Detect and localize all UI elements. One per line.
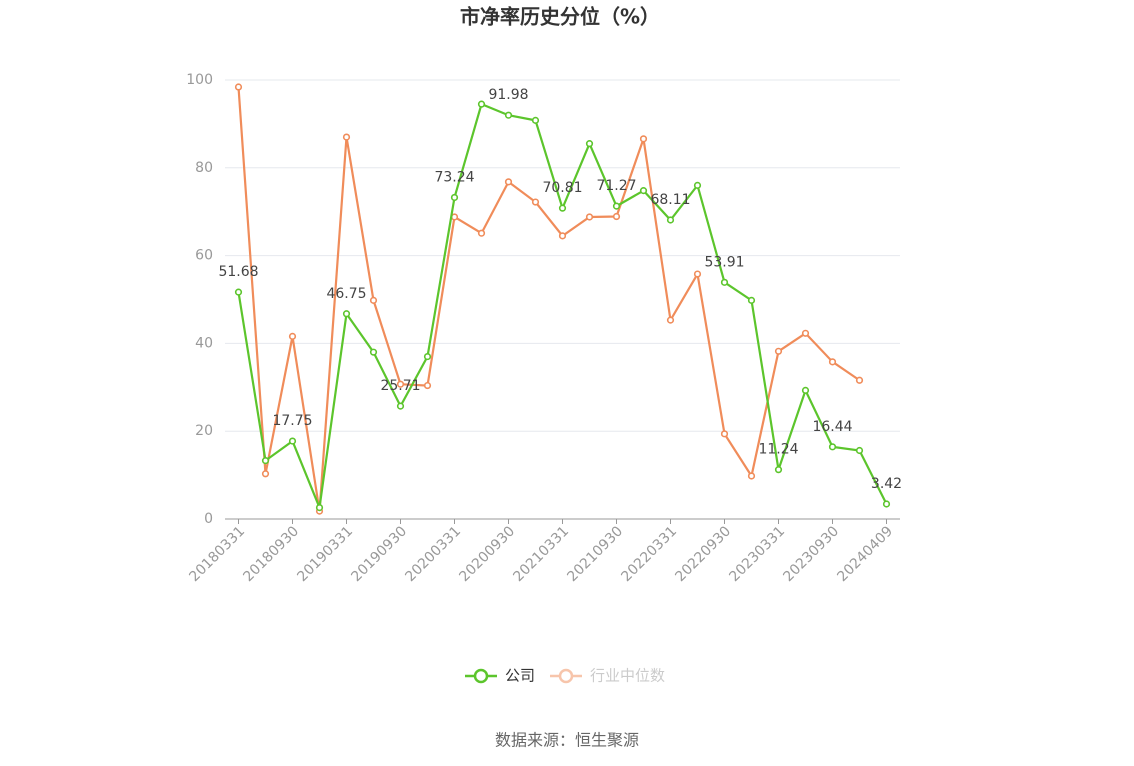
data-label: 17.75 (272, 413, 312, 429)
point (504, 178, 513, 186)
point (828, 358, 837, 366)
data-label: 46.75 (326, 286, 366, 302)
point (747, 296, 756, 304)
point (666, 316, 675, 324)
point (423, 352, 432, 361)
data-label: 11.24 (758, 442, 798, 458)
x-tick-label: 20220930 (672, 523, 734, 585)
point (720, 430, 729, 438)
point (315, 503, 324, 512)
point (693, 181, 702, 189)
legend-item: 行业中位数 (550, 667, 665, 685)
data-label: 70.81 (542, 180, 582, 196)
data-label: 25.71 (380, 378, 420, 394)
point (396, 402, 405, 410)
point (855, 446, 864, 455)
point (558, 232, 567, 240)
point (477, 100, 486, 108)
source-note: 数据来源：恒生聚源 (495, 731, 639, 750)
x-tick-label: 20200331 (402, 523, 464, 585)
y-tick-label: 100 (186, 72, 213, 88)
point (342, 133, 351, 141)
x-tick-label: 20190930 (348, 523, 410, 585)
y-tick-label: 60 (195, 248, 213, 264)
point (369, 296, 378, 304)
point (612, 202, 621, 210)
x-tick-label: 20230331 (726, 523, 788, 585)
x-tick-label: 20190331 (294, 523, 356, 585)
x-tick-label: 20200930 (456, 523, 518, 585)
point (531, 198, 540, 206)
point (342, 310, 351, 318)
point (531, 116, 540, 124)
series-line (237, 86, 861, 512)
point (882, 500, 891, 508)
point (747, 472, 756, 480)
point (801, 386, 810, 394)
point (720, 278, 729, 286)
point (585, 140, 594, 148)
data-label: 51.68 (218, 264, 258, 280)
point (693, 270, 702, 278)
y-tick-label: 80 (195, 160, 213, 176)
point (288, 332, 297, 340)
y-tick-label: 20 (195, 423, 213, 439)
point (504, 111, 513, 119)
point (234, 288, 243, 296)
point (585, 213, 594, 221)
point (774, 347, 783, 355)
x-tick-label: 20210331 (510, 523, 572, 585)
data-label: 53.91 (704, 254, 744, 270)
point (639, 187, 648, 195)
point (855, 376, 864, 384)
point (234, 83, 243, 91)
data-label: 68.11 (650, 192, 690, 208)
point (261, 457, 270, 465)
data-label: 71.27 (596, 178, 636, 194)
point (639, 135, 648, 143)
legend-label: 行业中位数 (590, 667, 665, 685)
legend-marker (473, 668, 489, 684)
point (612, 212, 621, 221)
point (423, 381, 432, 390)
y-tick-label: 0 (204, 511, 213, 527)
point (558, 204, 567, 212)
x-tick-label: 20230930 (780, 523, 842, 585)
point (450, 193, 459, 202)
point (288, 437, 297, 445)
point (477, 229, 486, 237)
chart-title: 市净率历史分位（%） (460, 5, 660, 29)
data-label: 16.44 (812, 419, 852, 435)
legend-label: 公司 (505, 667, 535, 685)
point (261, 470, 270, 478)
x-tick-label: 20240409 (834, 523, 896, 585)
data-label: 73.24 (434, 169, 474, 185)
legend-item: 公司 (465, 667, 535, 685)
point (828, 443, 837, 451)
data-label: 3.42 (871, 476, 902, 492)
x-tick-label: 20220331 (618, 523, 680, 585)
point (396, 380, 405, 388)
legend-marker (558, 668, 574, 684)
x-tick-label: 20180331 (186, 523, 248, 585)
data-label: 91.98 (488, 87, 528, 103)
point (666, 216, 675, 224)
point (369, 348, 378, 356)
point (774, 466, 783, 474)
x-tick-label: 20210930 (564, 523, 626, 585)
x-tick-label: 20180930 (240, 523, 302, 585)
y-tick-label: 40 (195, 335, 213, 351)
point (801, 329, 810, 337)
